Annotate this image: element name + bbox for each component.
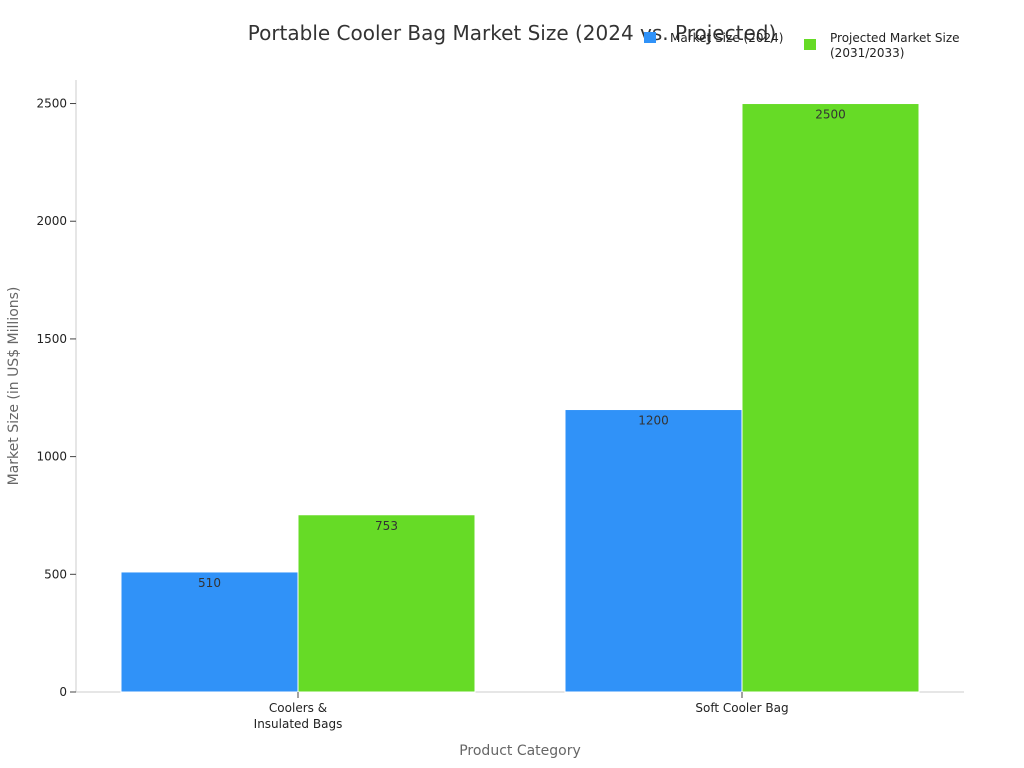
y-tick-label: 500	[44, 567, 67, 581]
y-tick-label: 2000	[36, 214, 67, 228]
data-label-1-1: 2500	[815, 108, 846, 122]
legend-swatch-0	[644, 32, 656, 43]
bars	[120, 103, 920, 693]
y-ticks: 0 500 1000 1500 2000 2500	[36, 97, 76, 699]
x-tick-label-line: Insulated Bags	[254, 717, 343, 731]
y-tick-label: 2500	[36, 97, 67, 111]
y-tick-label: 1500	[36, 332, 67, 346]
x-tick-label-line: Soft Cooler Bag	[695, 701, 788, 715]
y-tick-label: 1000	[36, 450, 67, 464]
bar-0-1	[564, 409, 743, 693]
x-tick-label-1: Soft Cooler Bag	[695, 701, 788, 715]
legend-label-line: Projected Market Size	[830, 31, 960, 45]
legend-label-1: Projected Market Size (2031/2033)	[830, 31, 960, 60]
x-tick-label-0: Coolers & Insulated Bags	[254, 701, 343, 731]
legend: Market Size (2024) Projected Market Size(…	[644, 31, 960, 60]
x-ticks: Coolers & Insulated Bags Soft Cooler Bag	[254, 692, 789, 731]
bar-0-0	[120, 571, 299, 693]
x-axis-title: Product Category	[459, 743, 581, 759]
legend-label-0: Market Size (2024)	[670, 31, 783, 45]
x-tick-label-line: Coolers &	[269, 701, 327, 715]
bar-1-1	[741, 103, 920, 693]
data-label-0-0: 510	[198, 576, 221, 590]
y-axis-title: Market Size (in US$ Millions)	[6, 287, 22, 486]
bar-1-0	[297, 514, 476, 693]
legend-label-line: Market Size (2024)	[670, 31, 783, 45]
data-labels: 510 753 1200 2500	[198, 108, 846, 590]
data-label-1-0: 753	[375, 519, 398, 533]
data-label-0-1: 1200	[638, 414, 669, 428]
legend-label-line: (2031/2033)	[830, 46, 904, 60]
y-tick-label: 0	[59, 685, 67, 699]
legend-swatch-1	[804, 39, 816, 50]
chart-title: Portable Cooler Bag Market Size (2024 vs…	[248, 21, 777, 45]
